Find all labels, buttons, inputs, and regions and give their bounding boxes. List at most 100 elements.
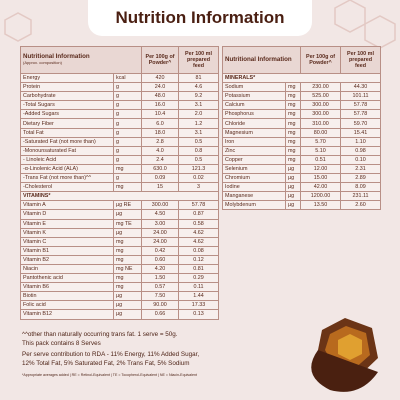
- cell: mg: [285, 109, 301, 120]
- cell: µg: [113, 291, 142, 302]
- cell: 4.0: [141, 145, 179, 156]
- row: -α-Linolenic Acid (ALA) mg 630.0 121.3: [20, 163, 219, 175]
- cell: Vitamin E: [20, 218, 114, 229]
- cell: 0.60: [141, 254, 179, 265]
- cell: g: [113, 173, 142, 184]
- title: Nutrition Information: [88, 0, 312, 36]
- row: - Linoleic Acid g 2.4 0.5: [20, 154, 219, 165]
- cell: 2.89: [340, 173, 381, 184]
- cell: 2.60: [340, 200, 381, 211]
- cell: 80.00: [300, 127, 341, 138]
- cell: 4.20: [141, 263, 179, 275]
- cell: 1.50: [141, 273, 179, 284]
- cell: Vitamin B6: [20, 282, 114, 293]
- cell: -Cholesterol: [20, 182, 114, 193]
- cell: - Linoleic Acid: [20, 154, 114, 165]
- cell: 0.12: [178, 254, 219, 265]
- cell: Carbohydrate: [20, 91, 114, 102]
- cell: 3: [178, 182, 219, 193]
- cell: mg: [285, 145, 301, 156]
- cell: µg: [113, 309, 142, 320]
- cell: Vitamin B12: [20, 309, 114, 320]
- cell: mg: [285, 154, 301, 165]
- cell: 4.6: [178, 82, 219, 93]
- cell: µg: [285, 182, 301, 193]
- cell: 310.00: [300, 118, 341, 129]
- cell: mg NE: [113, 263, 142, 275]
- cell: 6.0: [141, 118, 179, 129]
- cell: 121.3: [178, 163, 219, 175]
- header-cell: Nutritional Information: [222, 46, 301, 74]
- cell: mg: [113, 236, 142, 247]
- cell: 24.00: [141, 236, 179, 247]
- cell: 24.0: [141, 82, 179, 93]
- cell: mg: [113, 245, 142, 256]
- row: MINERALS*: [222, 72, 381, 84]
- row: Energy kcal 420 81: [20, 72, 219, 84]
- cell: 18.0: [141, 127, 179, 138]
- row: Chloride mg 310.00 59.70: [222, 118, 381, 129]
- row: Molybdenum µg 13.50 2.60: [222, 200, 381, 211]
- footer-line: ^^other than naturally occurring trans f…: [22, 331, 178, 338]
- row: Iron mg 5.70 1.10: [222, 136, 381, 147]
- row: Folic acid µg 90.00 17.33: [20, 300, 219, 311]
- cell: Protein: [20, 82, 114, 93]
- cell: 2.8: [141, 136, 179, 147]
- cell: g: [113, 109, 142, 120]
- row: Calcium mg 300.00 57.78: [222, 100, 381, 111]
- cell: Niacin: [20, 263, 114, 275]
- row: Magnesium mg 80.00 15.41: [222, 127, 381, 138]
- cell: 48.0: [141, 91, 179, 102]
- right-table: Nutritional Information Per 100g of Powde…: [222, 46, 381, 211]
- cell: 0.81: [178, 263, 219, 275]
- cell: -Trans Fat (not more than)^^: [20, 173, 114, 184]
- row: VITAMINS*: [20, 191, 219, 202]
- cell: Manganese: [222, 191, 286, 202]
- row: Niacin mg NE 4.20 0.81: [20, 263, 219, 275]
- cell: Folic acid: [20, 300, 114, 311]
- cell: 7.50: [141, 291, 179, 302]
- cell: 231.11: [340, 191, 381, 202]
- cell: 230.00: [300, 82, 341, 93]
- cell: mg: [285, 82, 301, 93]
- row: -Total Sugars g 16.0 3.1: [20, 100, 219, 111]
- cell: µg: [113, 209, 142, 220]
- section-cell: MINERALS*: [222, 72, 381, 84]
- cell: 3.00: [141, 218, 179, 229]
- cell: Vitamin D: [20, 209, 114, 220]
- row: Selenium µg 12.00 2.31: [222, 163, 381, 175]
- cell: Dietary Fiber: [20, 118, 114, 129]
- cell: Vitamin C: [20, 236, 114, 247]
- footer-note: *Appropriate averages added | RE = Retin…: [22, 373, 197, 377]
- cell: 12.00: [300, 163, 341, 175]
- cell: 57.78: [340, 109, 381, 120]
- cell: 300.00: [300, 109, 341, 120]
- cell: 57.78: [340, 100, 381, 111]
- cell: 4.62: [178, 227, 219, 238]
- cell: 57.78: [178, 200, 219, 211]
- cell: 2.4: [141, 154, 179, 165]
- row: -Added Sugars g 10.4 2.0: [20, 109, 219, 120]
- cell: 0.66: [141, 309, 179, 320]
- cell: Energy: [20, 72, 114, 84]
- cell: 0.87: [178, 209, 219, 220]
- cell: 0.08: [178, 245, 219, 256]
- row: -Cholesterol mg 15 3: [20, 182, 219, 193]
- header-cell: Per 100 ml prepared feed: [340, 46, 381, 74]
- row: -Monounsaturated Fat g 4.0 0.8: [20, 145, 219, 156]
- cell: g: [113, 127, 142, 138]
- cell: 5.10: [300, 145, 341, 156]
- cell: 525.00: [300, 91, 341, 102]
- cell: mg: [113, 282, 142, 293]
- cell: mg: [285, 100, 301, 111]
- cell: µg: [113, 227, 142, 238]
- row: Zinc mg 5.10 0.98: [222, 145, 381, 156]
- cell: -Added Sugars: [20, 109, 114, 120]
- cell: mg: [285, 127, 301, 138]
- cell: mg: [285, 91, 301, 102]
- cell: 1.2: [178, 118, 219, 129]
- cell: -Total Sugars: [20, 100, 114, 111]
- cell: 24.00: [141, 227, 179, 238]
